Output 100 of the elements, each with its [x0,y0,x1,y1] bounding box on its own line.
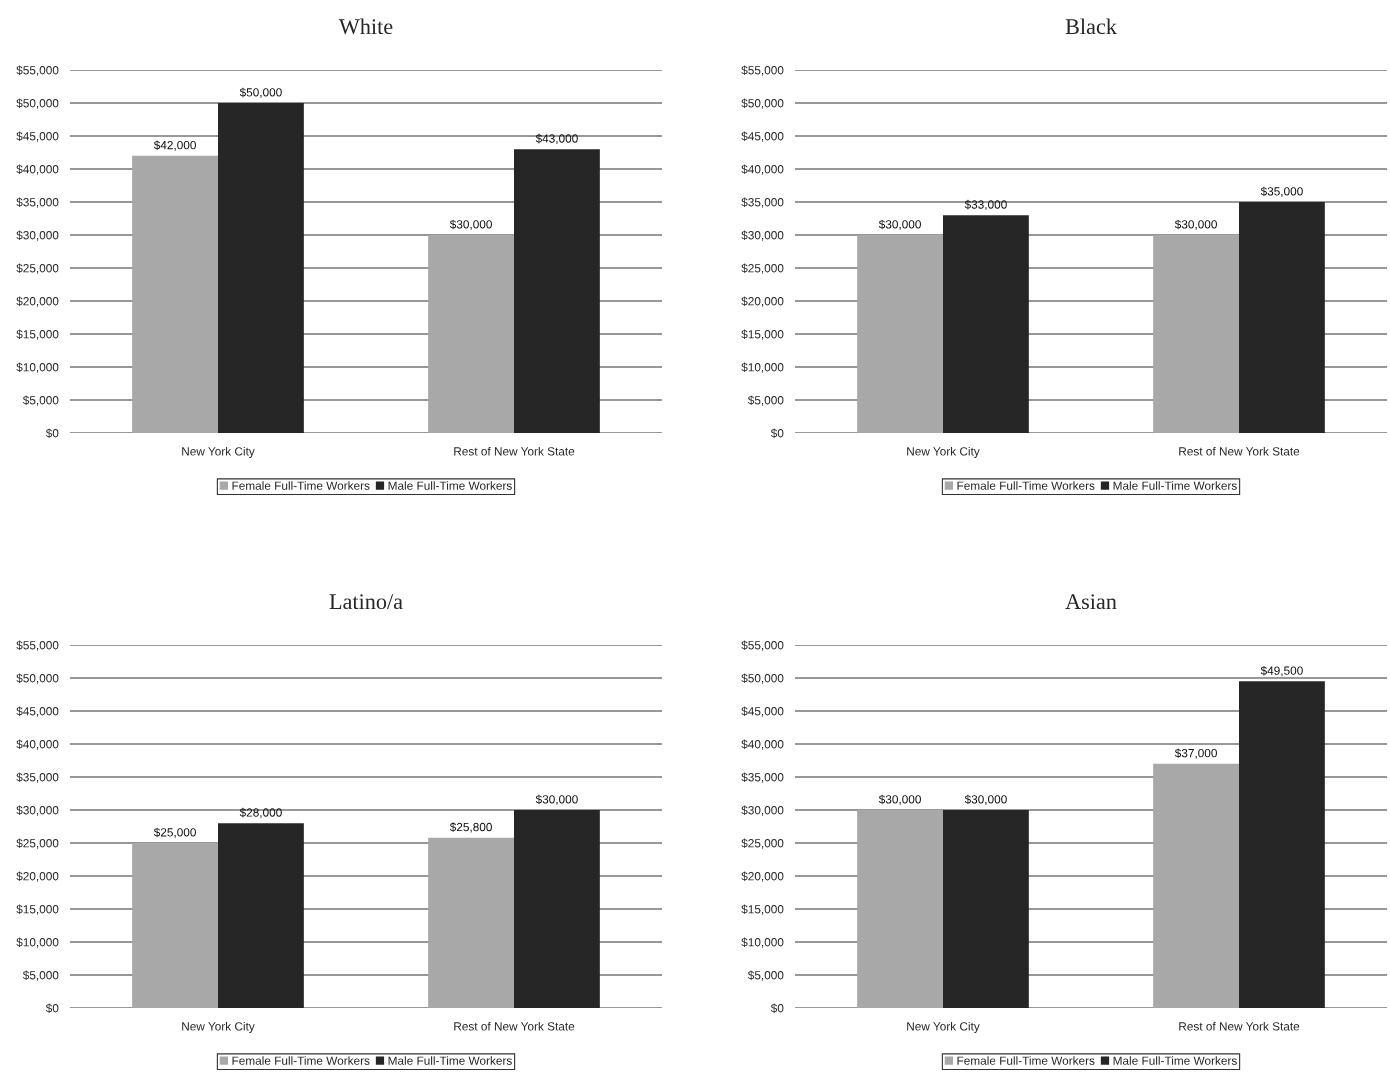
y-tick-label: $30,000 [741,230,784,241]
legend-label: Female Full-Time Workers [232,1056,370,1065]
y-tick-label: $40,000 [16,164,59,175]
y-tick-label: $0 [45,1003,59,1014]
y-tick-label: $35,000 [16,772,59,783]
data-label: $30,000 [535,794,578,805]
y-tick-label: $30,000 [741,805,784,816]
data-label: $50,000 [239,87,282,98]
y-tick-label: $20,000 [16,296,59,307]
data-label: $33,000 [964,199,1007,211]
y-tick-label: $50,000 [16,98,59,109]
bar [514,149,600,433]
y-tick-label: $25,000 [741,263,784,274]
bar [132,843,218,1008]
y-tick-label: $20,000 [16,871,59,882]
y-tick-label: $25,000 [741,838,784,849]
y-tick-label: $20,000 [741,871,784,882]
y-tick-label: $0 [770,1003,784,1014]
x-tick-label: Rest of New York State [1179,446,1300,456]
x-tick-label: New York City [907,1021,980,1033]
data-label: $30,000 [878,219,921,230]
y-tick-label: $35,000 [741,197,784,208]
y-tick-label: $45,000 [16,706,59,717]
y-tick-label: $5,000 [747,395,784,406]
x-tick-label: Rest of New York State [454,1021,575,1031]
y-tick-label: $55,000 [16,65,59,76]
y-tick-label: $10,000 [16,937,59,948]
data-label: $25,800 [449,822,492,833]
y-tick-label: $35,000 [741,772,784,783]
data-label: $35,000 [1260,186,1303,197]
y-tick-label: $55,000 [16,640,59,651]
y-tick-label: $10,000 [741,937,784,948]
y-tick-label: $15,000 [741,904,784,915]
y-tick-label: $45,000 [16,131,59,142]
x-tick-label: Rest of New York State [454,446,575,456]
bar [857,810,943,1008]
y-tick-label: $20,000 [741,296,784,307]
y-tick-label: $25,000 [16,838,59,849]
data-label: $30,000 [964,794,1007,805]
bar [1239,681,1325,1008]
bar [514,810,600,1008]
legend-label: Male Full-Time Workers [1113,1056,1237,1065]
bar [857,235,943,433]
y-tick-label: $30,000 [16,230,59,241]
y-tick-label: $30,000 [16,805,59,816]
y-tick-label: $50,000 [741,673,784,684]
y-tick-label: $55,000 [741,65,784,76]
y-tick-label: $5,000 [22,970,59,981]
bar [428,837,514,1008]
bar [943,810,1029,1008]
data-label: $30,000 [1174,219,1217,230]
y-tick-label: $40,000 [741,739,784,750]
legend-label: Male Full-Time Workers [388,1056,512,1065]
data-label: $28,000 [239,807,282,819]
y-tick-label: $5,000 [747,970,784,981]
chart-title: Latino/a [329,594,403,610]
data-label: $42,000 [153,140,196,151]
y-tick-label: $25,000 [16,263,59,274]
y-tick-label: $15,000 [741,329,784,340]
x-tick-label: New York City [182,446,255,458]
bar [218,103,304,433]
y-tick-label: $40,000 [16,739,59,750]
y-tick-label: $45,000 [741,131,784,142]
bar [428,235,514,433]
x-tick-label: Rest of New York State [1179,1021,1300,1031]
y-tick-label: $55,000 [741,640,784,651]
chart-title: Black [1065,18,1117,35]
legend-label: Female Full-Time Workers [232,481,370,490]
y-tick-label: $35,000 [16,197,59,208]
legend-label: Female Full-Time Workers [957,481,1095,490]
y-tick-label: $50,000 [16,673,59,684]
bar [943,215,1029,433]
chart-title: Asian [1065,594,1117,610]
bar [1239,202,1325,433]
y-tick-label: $5,000 [22,395,59,406]
data-label: $25,000 [153,827,196,838]
y-tick-label: $40,000 [741,164,784,175]
bar [218,823,304,1008]
chart-title: White [338,18,393,35]
y-tick-label: $50,000 [741,98,784,109]
bar [132,155,218,433]
y-tick-label: $10,000 [741,362,784,373]
bar [1153,763,1239,1008]
y-tick-label: $15,000 [16,329,59,340]
y-tick-label: $0 [770,428,784,439]
y-tick-label: $45,000 [741,706,784,717]
data-label: $37,000 [1174,748,1217,759]
y-tick-label: $10,000 [16,362,59,373]
data-label: $49,500 [1260,665,1303,677]
data-label: $30,000 [449,219,492,230]
data-label: $30,000 [878,794,921,805]
y-tick-label: $0 [45,428,59,439]
data-label: $43,000 [535,133,578,145]
x-tick-label: New York City [182,1021,255,1033]
bar [1153,235,1239,433]
legend-label: Male Full-Time Workers [388,481,512,490]
legend-label: Female Full-Time Workers [957,1056,1095,1065]
x-tick-label: New York City [907,446,980,458]
y-tick-label: $15,000 [16,904,59,915]
legend-label: Male Full-Time Workers [1113,481,1237,490]
